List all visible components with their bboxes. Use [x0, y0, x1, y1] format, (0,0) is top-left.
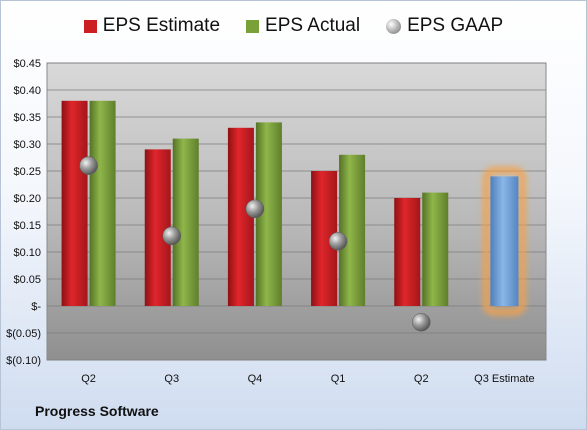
legend-item-eps-gaap: EPS GAAP: [386, 15, 503, 37]
legend-swatch-eps-estimate: [83, 19, 97, 33]
x-tick-label: Q3: [164, 373, 179, 385]
legend-label-eps-gaap: EPS GAAP: [407, 15, 504, 36]
point-eps-gaap: [79, 156, 98, 175]
y-tick-label: $0.10: [13, 247, 41, 259]
plot-area: [46, 62, 547, 361]
bar-eps-estimate: [61, 100, 88, 306]
legend-label-eps-actual: EPS Actual: [265, 15, 361, 36]
x-tick-label: Q2: [414, 373, 429, 385]
x-tick-label: Q4: [248, 373, 263, 385]
y-tick-label: $0.45: [13, 58, 41, 70]
y-tick-label: $0.40: [13, 85, 41, 97]
bar-eps-estimate: [144, 149, 171, 306]
y-tick-label: $-: [31, 301, 41, 313]
bar-eps-actual: [172, 138, 199, 306]
y-tick-label: $(0.10): [6, 355, 41, 367]
y-tick-label: $0.20: [13, 193, 41, 205]
y-tick-label: $0.35: [13, 112, 41, 124]
y-tick-label: $0.05: [13, 274, 41, 286]
estimate-bar-glow: [482, 166, 527, 316]
bar-q3-estimate: [490, 176, 519, 306]
legend-label-eps-estimate: EPS Estimate: [102, 15, 221, 36]
legend-swatch-eps-gaap: [386, 18, 402, 34]
point-eps-gaap: [328, 231, 348, 251]
x-tick-label: Q3 Estimate: [474, 373, 535, 385]
bar-eps-actual: [89, 100, 116, 306]
legend-item-eps-estimate: EPS Estimate: [83, 15, 221, 37]
bar-eps-estimate: [227, 127, 254, 306]
chart-footer-title: Progress Software: [35, 403, 159, 419]
y-tick-label: $(0.05): [6, 328, 41, 340]
legend-swatch-eps-actual: [246, 19, 260, 33]
point-eps-gaap: [412, 312, 431, 332]
legend-item-eps-actual: EPS Actual: [246, 15, 360, 37]
point-eps-gaap: [245, 199, 265, 219]
bar-eps-estimate: [394, 198, 421, 306]
bar-eps-actual: [422, 192, 449, 306]
y-tick-label: $0.25: [13, 166, 41, 178]
x-tick-label: Q1: [331, 373, 346, 385]
x-tick-label: Q2: [81, 373, 96, 385]
y-tick-label: $0.15: [13, 220, 41, 232]
y-tick-label: $0.30: [13, 139, 41, 151]
legend: EPS Estimate EPS Actual EPS GAAP: [1, 15, 586, 37]
point-eps-gaap: [162, 226, 181, 246]
bar-eps-actual: [339, 154, 366, 306]
